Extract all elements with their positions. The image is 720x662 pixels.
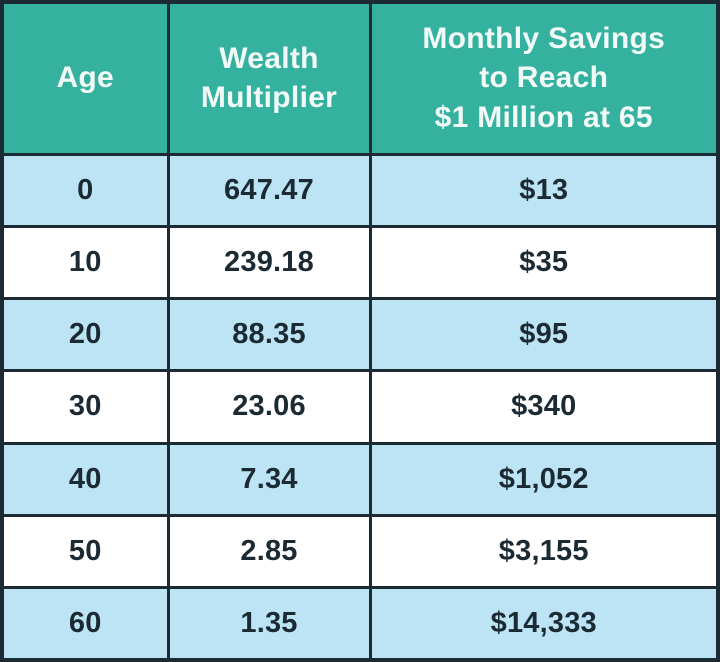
- table-row: 20 88.35 $95: [0, 297, 720, 373]
- cell-savings: $14,333: [368, 586, 720, 662]
- header-wealth-multiplier-line2: Multiplier: [200, 81, 338, 115]
- table-header: Age Wealth Multiplier Monthly Savings to…: [0, 0, 720, 156]
- cell-multiplier: 1.35: [166, 586, 372, 662]
- header-age: Age: [0, 0, 170, 156]
- header-row: Age Wealth Multiplier Monthly Savings to…: [0, 0, 720, 156]
- header-monthly-savings-line1: Monthly Savings: [422, 21, 666, 55]
- header-age-label: Age: [56, 61, 115, 95]
- header-monthly-savings-line2: to Reach: [479, 61, 609, 95]
- cell-savings: $35: [368, 224, 720, 301]
- cell-age: 60: [0, 586, 170, 662]
- cell-savings: $3,155: [368, 513, 720, 590]
- cell-savings: $1,052: [368, 441, 720, 517]
- cell-multiplier: 7.34: [166, 441, 372, 517]
- cell-multiplier: 23.06: [166, 369, 372, 445]
- cell-age: 10: [0, 224, 170, 301]
- table-row: 50 2.85 $3,155: [0, 513, 720, 590]
- table-body: 0 647.47 $13 10 239.18 $35 20 88.35 $95 30 23.06 $3…: [0, 152, 720, 662]
- cell-age: 20: [0, 297, 170, 373]
- cell-multiplier: 647.47: [166, 152, 372, 228]
- cell-savings: $95: [368, 297, 720, 373]
- cell-multiplier: 88.35: [166, 297, 372, 373]
- table-row: 60 1.35 $14,333: [0, 586, 720, 662]
- cell-age: 40: [0, 441, 170, 517]
- cell-age: 50: [0, 513, 170, 590]
- cell-multiplier: 2.85: [166, 513, 372, 590]
- cell-savings: $340: [368, 369, 720, 445]
- table-row: 10 239.18 $35: [0, 224, 720, 301]
- table-row: 40 7.34 $1,052: [0, 441, 720, 517]
- header-monthly-savings-line3: $1 Million at 65: [434, 101, 653, 135]
- cell-age: 30: [0, 369, 170, 445]
- cell-multiplier: 239.18: [166, 224, 372, 301]
- header-wealth-multiplier: Wealth Multiplier: [166, 0, 372, 156]
- header-wealth-multiplier-line1: Wealth: [219, 41, 319, 75]
- header-monthly-savings: Monthly Savings to Reach $1 Million at 6…: [368, 0, 720, 156]
- table-row: 0 647.47 $13: [0, 152, 720, 228]
- table-row: 30 23.06 $340: [0, 369, 720, 445]
- cell-savings: $13: [368, 152, 720, 228]
- cell-age: 0: [0, 152, 170, 228]
